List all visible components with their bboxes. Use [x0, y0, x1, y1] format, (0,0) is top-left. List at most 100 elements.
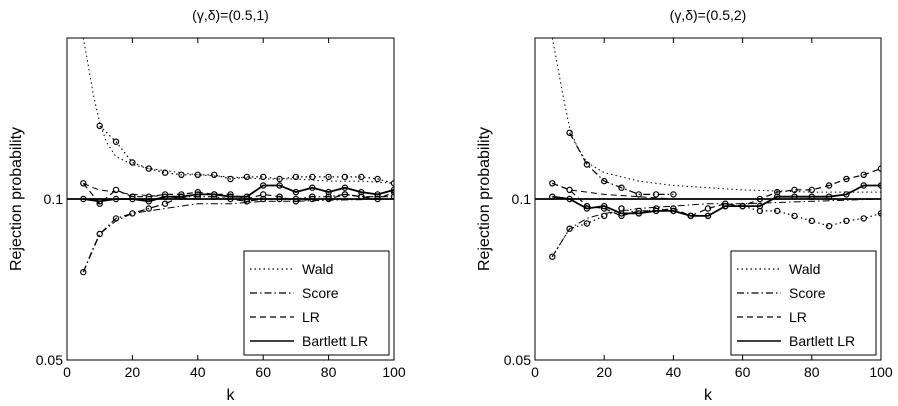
series-bartlett-lr-point [808, 193, 816, 200]
axes-frame [66, 37, 395, 361]
series-lr-point [791, 186, 798, 194]
legend-box [243, 250, 390, 356]
series-wald-point [227, 175, 234, 183]
y-axis-label: Rejection probability [8, 127, 25, 271]
series-bartlett-lr-point [566, 195, 573, 203]
series-wald-point [860, 215, 867, 222]
x-tick-label: 100 [382, 364, 406, 380]
series-lr-point [260, 191, 267, 198]
series-lr-point [341, 191, 349, 198]
series-bartlett-lr-point [358, 188, 365, 196]
series-wald-point [583, 220, 591, 227]
series-bartlett-lr-point [341, 184, 349, 191]
series-bartlett-lr-point [739, 202, 746, 210]
series-bartlett-lr-point [227, 193, 234, 200]
chart-panel-right: (γ,δ)=(0.5,2) k Rejection probability 0 20 40… [476, 7, 893, 404]
series-wald-point [341, 173, 349, 181]
series-score-point [652, 191, 660, 198]
legend-box [730, 250, 877, 356]
chart-panel-left: (γ,δ)=(0.5,1) k Rejection probability 0 20 40… [8, 7, 406, 404]
chart-title: (γ,δ)=(0.5,1) [192, 7, 269, 23]
series-score-line [569, 132, 674, 195]
series-score-point [635, 191, 643, 198]
series-wald-point [129, 159, 136, 166]
series-bartlett-lr-point [774, 193, 781, 200]
series-wald-point [774, 207, 781, 215]
series-score-point [96, 230, 103, 238]
legend-label-score: Score [302, 285, 339, 301]
series-wald-point [292, 173, 300, 181]
series-lr-point [566, 186, 573, 194]
series-wald-point [178, 171, 185, 178]
x-tick-label: 80 [804, 364, 820, 380]
series-score-point [618, 184, 625, 191]
series-bartlett-lr-point [652, 207, 660, 215]
legend-label-bartlett-lr: Bartlett LR [789, 333, 855, 349]
series-score-point [161, 200, 169, 207]
legend-label-bartlett-lr: Bartlett LR [302, 333, 368, 349]
series-score-curve [82, 198, 394, 273]
series-bartlett-lr-point [243, 193, 251, 200]
x-tick-label: 20 [125, 364, 141, 380]
series-bartlett-lr-point [670, 207, 677, 215]
series-score-point [112, 215, 120, 222]
legend-label-wald: Wald [302, 261, 333, 277]
series-wald-point [374, 175, 381, 183]
series-bartlett-lr-point [210, 191, 218, 198]
series-bartlett-lr-point [161, 193, 169, 200]
series-bartlett-lr-point [618, 210, 625, 217]
series-lr-point [860, 171, 867, 178]
series-bartlett-lr-point [704, 212, 712, 220]
series-wald-point [276, 175, 283, 183]
series-score-point [145, 205, 152, 212]
x-axis-label: k [227, 387, 236, 404]
series-wald-point [601, 212, 608, 220]
legend: Wald Score LR Bartlett LR [243, 250, 390, 356]
legend-label-score: Score [789, 285, 826, 301]
series-bartlett-lr-point [80, 195, 87, 203]
series-wald-point [843, 217, 850, 225]
series-wald-curve [551, 38, 881, 193]
series-lr-point [825, 182, 833, 189]
series-wald-point [145, 165, 152, 172]
series-bartlett-lr-point [825, 193, 833, 200]
series-lr-point [843, 175, 850, 183]
series-score-point [670, 191, 677, 198]
series-lr-point [704, 205, 712, 212]
series-bartlett-lr-point [722, 202, 729, 210]
series-bartlett-lr-point [309, 184, 316, 191]
series-bartlett-lr-point [178, 193, 185, 200]
x-tick-label: 0 [531, 364, 539, 380]
series-score-point [566, 129, 573, 136]
series-wald-point [549, 253, 556, 260]
series-wald-point [566, 225, 573, 232]
series-wald-point [358, 173, 365, 181]
x-axis-label: k [704, 387, 713, 404]
series-bartlett-lr-point [145, 198, 152, 205]
series-wald-point [325, 173, 332, 181]
series-bartlett-lr-point [292, 188, 300, 196]
series-wald-point [243, 173, 251, 181]
x-tick-label: 60 [255, 364, 271, 380]
series-bartlett-lr-point [260, 182, 267, 189]
series-bartlett-lr-point [325, 188, 332, 196]
series-wald-point [825, 222, 833, 230]
series-lr-point [112, 186, 120, 194]
x-tick-label: 40 [666, 364, 682, 380]
series-bartlett-lr-point [583, 205, 591, 212]
series-wald-point [96, 122, 103, 130]
series-bartlett-lr-line [552, 184, 881, 217]
series-bartlett-lr-point [860, 182, 867, 189]
series-wald-point [194, 171, 201, 178]
y-axis-label: Rejection probability [476, 127, 493, 271]
series-score-point [583, 161, 591, 168]
series-lr-point [808, 186, 816, 194]
x-tick-label: 0 [63, 364, 71, 380]
series-wald-curve [82, 38, 394, 184]
series-bartlett-lr-point [687, 212, 694, 220]
series-lr-point [877, 165, 881, 172]
series-wald-point [808, 217, 816, 225]
y-tick-label: 0.1 [44, 191, 64, 207]
series-bartlett-lr-point [877, 182, 881, 189]
